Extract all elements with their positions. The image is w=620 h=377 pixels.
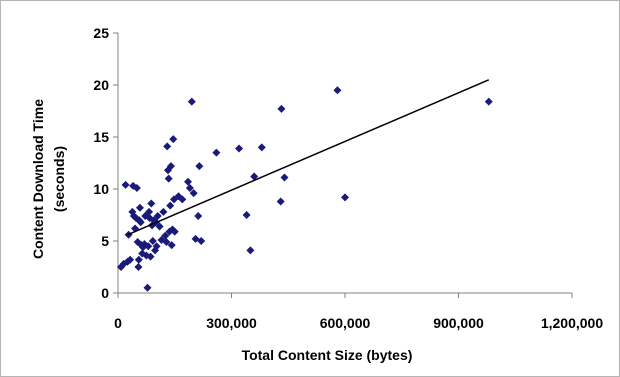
y-tick-label: 10 — [93, 181, 109, 197]
data-point — [185, 183, 194, 192]
data-point — [166, 162, 175, 171]
data-point — [195, 162, 204, 171]
y-tick-label: 0 — [101, 285, 109, 301]
data-point — [187, 97, 196, 106]
data-point — [147, 199, 156, 208]
data-point — [277, 104, 286, 113]
data-point — [134, 255, 143, 264]
x-tick-label: 900,000 — [433, 315, 484, 331]
data-point — [121, 180, 130, 189]
data-point — [146, 252, 155, 261]
data-point — [135, 203, 144, 212]
x-axis-title: Total Content Size (bytes) — [242, 347, 413, 363]
data-point — [159, 207, 168, 216]
x-axis-ticks: 0 300,000 600,000 900,000 1,200,000 — [114, 293, 603, 331]
y-axis-title-line-2: (seconds) — [51, 146, 67, 212]
y-tick-label: 25 — [93, 25, 109, 41]
data-point — [197, 237, 206, 245]
data-point — [132, 183, 141, 192]
data-point — [167, 241, 176, 250]
x-tick-label: 1,200,000 — [541, 315, 603, 331]
data-point — [134, 263, 143, 271]
data-point — [161, 231, 170, 240]
data-point — [126, 255, 135, 264]
y-tick-label: 20 — [93, 77, 109, 93]
data-point — [250, 172, 259, 181]
x-tick-label: 0 — [114, 315, 122, 331]
data-point — [194, 212, 203, 221]
data-point — [170, 227, 179, 236]
data-point — [169, 135, 178, 144]
data-point — [246, 246, 255, 255]
data-point — [144, 242, 153, 251]
x-tick-label: 600,000 — [320, 315, 371, 331]
y-axis-title: Content Download Time (seconds) — [30, 99, 67, 259]
data-point — [136, 218, 145, 227]
trendline — [127, 79, 490, 236]
data-point — [212, 148, 221, 157]
data-point — [341, 193, 349, 202]
data-point — [148, 237, 157, 245]
data-point — [257, 143, 266, 152]
data-point — [166, 201, 175, 210]
data-point — [242, 211, 251, 219]
data-point — [280, 173, 289, 182]
y-axis-title-line-1: Content Download Time — [30, 99, 46, 259]
data-point — [153, 212, 162, 221]
y-tick-label: 5 — [101, 233, 109, 249]
plot-area: 0 5 10 15 20 25 0 300,000 600,000 900,000 1,200,0… — [93, 25, 603, 331]
data-point — [235, 144, 244, 153]
y-tick-label: 15 — [93, 129, 109, 145]
data-point — [164, 174, 173, 183]
data-point — [484, 97, 493, 106]
data-point — [178, 195, 187, 204]
data-point — [333, 86, 342, 95]
x-tick-label: 300,000 — [206, 315, 257, 331]
data-point — [189, 189, 198, 198]
data-point — [138, 249, 147, 258]
data-point — [163, 142, 172, 151]
data-points — [117, 86, 493, 292]
data-point — [152, 242, 161, 251]
data-point — [162, 238, 171, 247]
data-point — [183, 177, 192, 186]
data-point — [143, 283, 152, 292]
data-point — [276, 197, 285, 206]
data-point — [145, 207, 154, 216]
y-axis-ticks: 0 5 10 15 20 25 — [93, 25, 118, 301]
data-point — [155, 222, 164, 231]
